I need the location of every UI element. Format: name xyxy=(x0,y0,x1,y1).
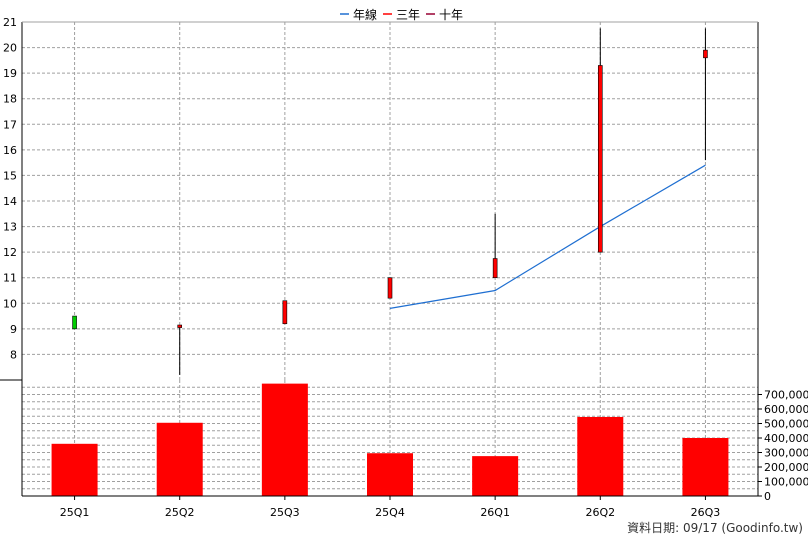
axes: 25Q1 25Q2 25Q3 25Q4 26Q1 26Q2 26Q3 xyxy=(0,21,759,519)
annual-line xyxy=(389,164,706,309)
candle-body xyxy=(72,315,77,330)
volume-tick-label: 400,000 xyxy=(764,432,808,445)
price-tick-label: 8 xyxy=(10,348,17,361)
volume-bar xyxy=(472,456,519,496)
x-tick-label: 26Q2 xyxy=(585,506,615,519)
candle-body xyxy=(282,300,288,325)
price-tick-label: 19 xyxy=(3,67,17,80)
price-tick-label: 11 xyxy=(3,272,17,285)
price-tick-label: 15 xyxy=(3,169,17,182)
volume-tick-label: 700,000 xyxy=(764,389,808,402)
price-tick-label: 18 xyxy=(3,93,17,106)
legend: 年線 三年 十年 xyxy=(340,7,463,22)
volume-bar xyxy=(156,422,203,496)
candle-body xyxy=(387,277,393,299)
volume-tick-label: 300,000 xyxy=(764,447,808,460)
volume-bar xyxy=(367,453,413,496)
x-tick-label: 26Q3 xyxy=(691,506,721,519)
price-tick-label: 12 xyxy=(3,246,17,259)
candle-body xyxy=(492,258,498,279)
price-tick-label: 10 xyxy=(3,297,17,310)
annual-line-series xyxy=(389,164,706,309)
volume-tick-label: 500,000 xyxy=(764,418,808,431)
footer-source: 資料日期: 09/17 (Goodinfo.tw) xyxy=(627,521,803,535)
volume-bars xyxy=(51,383,729,496)
x-tick-label: 25Q1 xyxy=(60,506,90,519)
candle-body xyxy=(703,49,708,59)
price-candles xyxy=(72,28,708,375)
price-grid: 8 9 10 11 12 13 14 15 16 17 18 19 20 21 xyxy=(3,16,758,380)
volume-bar xyxy=(261,383,308,496)
price-tick-label: 9 xyxy=(10,323,17,336)
price-tick-label: 20 xyxy=(3,42,17,55)
x-tick-label: 25Q4 xyxy=(375,506,405,519)
candle-body xyxy=(597,65,603,253)
volume-tick-label: 200,000 xyxy=(764,461,808,474)
volume-tick-label: 0 xyxy=(764,490,771,503)
price-tick-label: 13 xyxy=(3,221,17,234)
price-tick-label: 17 xyxy=(3,118,17,131)
price-tick-label: 14 xyxy=(3,195,17,208)
volume-tick-label: 100,000 xyxy=(764,476,808,489)
price-tick-label: 21 xyxy=(3,16,17,29)
legend-label: 三年 xyxy=(396,8,420,22)
x-tick-label: 25Q2 xyxy=(165,506,195,519)
price-tick-label: 16 xyxy=(3,144,17,157)
volume-bar xyxy=(682,438,729,496)
x-tick-label: 26Q1 xyxy=(480,506,510,519)
candle-body xyxy=(177,324,183,328)
volume-bar xyxy=(51,443,98,496)
legend-label: 年線 xyxy=(353,7,377,22)
volume-tick-label: 600,000 xyxy=(764,403,808,416)
x-tick-label: 25Q3 xyxy=(270,506,300,519)
volume-bar xyxy=(577,416,624,496)
legend-label: 十年 xyxy=(439,8,463,22)
